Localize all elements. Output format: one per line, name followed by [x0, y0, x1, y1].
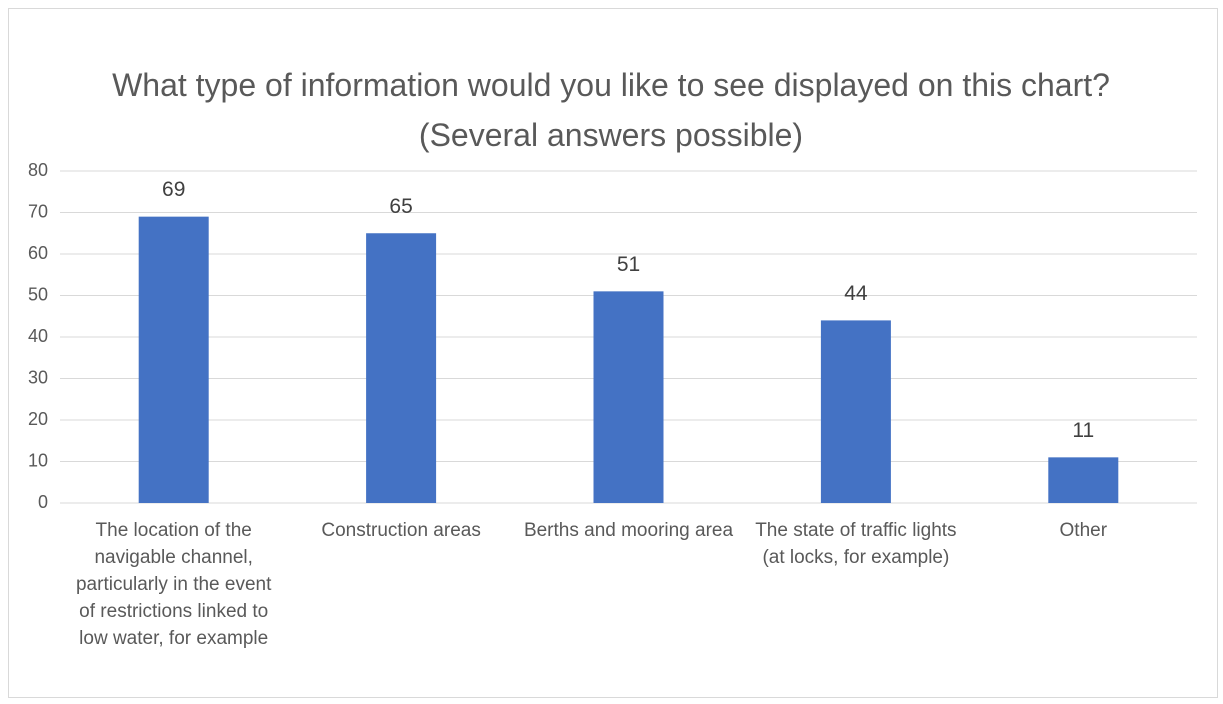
chart-title: What type of information would you like … [112, 67, 1110, 153]
y-tick-label: 10 [28, 450, 48, 470]
data-label: 44 [844, 282, 868, 305]
bar [366, 233, 437, 503]
bar [1048, 457, 1119, 503]
y-tick-label: 80 [28, 160, 48, 180]
x-tick-label: The location of the navigable channel, p… [75, 520, 272, 649]
chart-frame [8, 8, 1218, 698]
x-tick-label: Construction areas [321, 520, 481, 541]
x-tick-label: The state of traffic lights (at locks, f… [755, 520, 957, 568]
data-label: 65 [389, 195, 412, 218]
y-tick-label: 0 [38, 492, 48, 512]
data-label: 69 [162, 178, 185, 201]
y-tick-label: 70 [28, 201, 48, 221]
bar [138, 216, 209, 503]
x-tick-label: Berths and mooring area [523, 520, 734, 541]
y-tick-label: 60 [28, 243, 48, 263]
y-tick-label: 50 [28, 284, 48, 304]
data-label: 11 [1072, 419, 1094, 442]
data-label: 51 [617, 253, 640, 276]
x-tick-label: Other [1059, 520, 1108, 541]
y-tick-label: 40 [28, 326, 48, 346]
bar [820, 320, 891, 503]
bar [593, 291, 664, 503]
y-tick-label: 20 [28, 409, 48, 429]
y-tick-label: 30 [28, 367, 48, 387]
